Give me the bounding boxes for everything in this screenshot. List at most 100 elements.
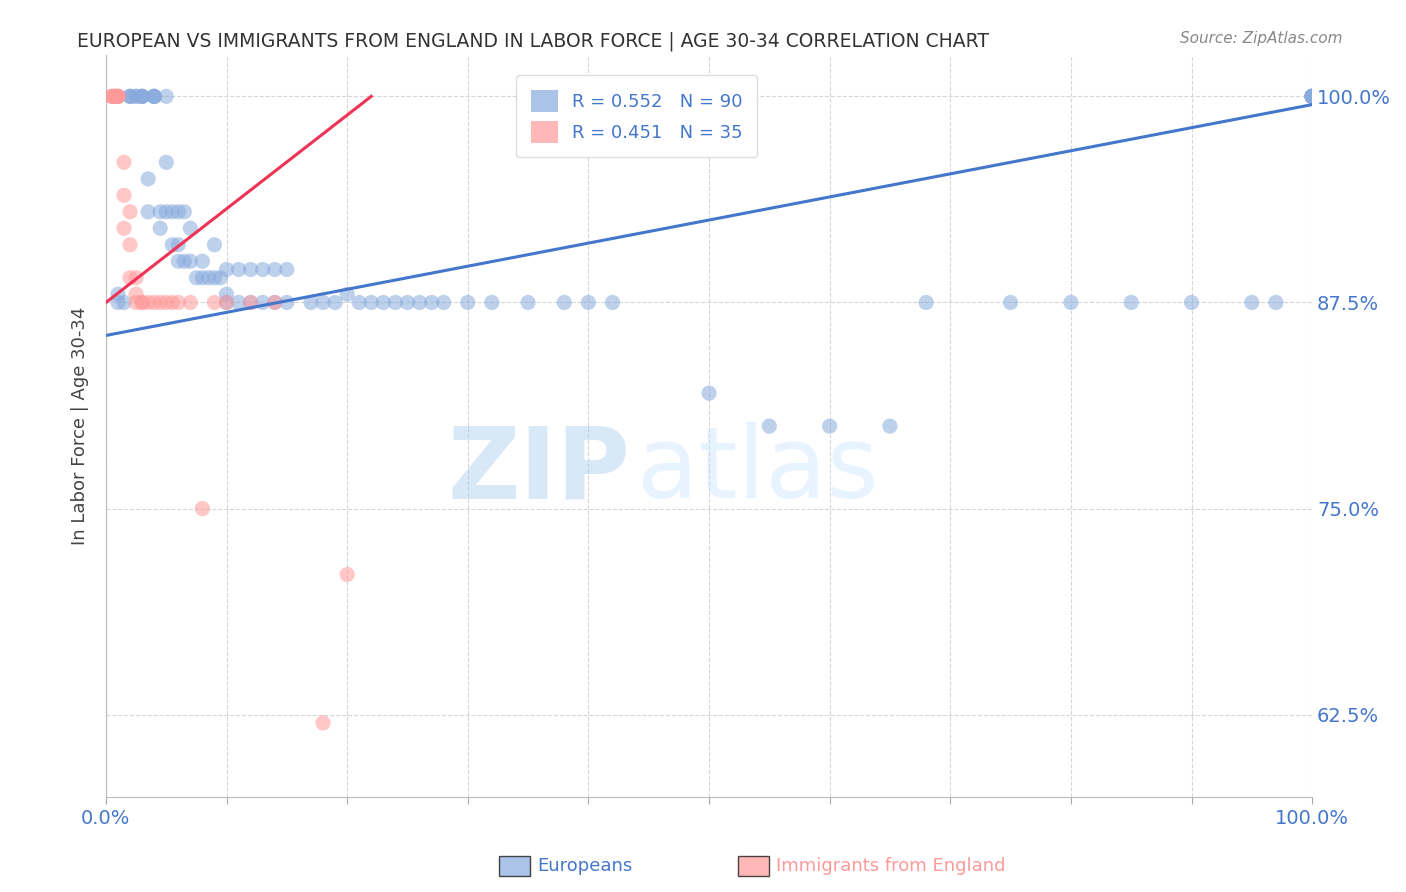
Point bbox=[107, 89, 129, 103]
Point bbox=[107, 287, 129, 301]
Point bbox=[215, 295, 238, 310]
Point bbox=[1301, 89, 1323, 103]
Point bbox=[323, 295, 346, 310]
Point bbox=[179, 254, 201, 268]
Point bbox=[1000, 295, 1022, 310]
Point bbox=[228, 262, 250, 277]
Point bbox=[118, 237, 141, 252]
Point bbox=[602, 295, 624, 310]
Point bbox=[107, 89, 129, 103]
Point bbox=[125, 89, 148, 103]
Point bbox=[131, 89, 153, 103]
Point bbox=[239, 295, 262, 310]
Point bbox=[173, 204, 195, 219]
Point bbox=[336, 287, 359, 301]
Point bbox=[191, 270, 214, 285]
Point bbox=[252, 262, 274, 277]
Point bbox=[457, 295, 479, 310]
Point bbox=[173, 254, 195, 268]
Point bbox=[112, 295, 135, 310]
Point bbox=[204, 237, 226, 252]
Point bbox=[204, 295, 226, 310]
Point bbox=[125, 295, 148, 310]
Text: Source: ZipAtlas.com: Source: ZipAtlas.com bbox=[1180, 31, 1343, 46]
Point bbox=[879, 419, 901, 434]
Point bbox=[125, 89, 148, 103]
Point bbox=[101, 89, 124, 103]
Point bbox=[360, 295, 382, 310]
Point bbox=[131, 295, 153, 310]
Point bbox=[155, 204, 177, 219]
Point bbox=[263, 295, 285, 310]
Point bbox=[517, 295, 540, 310]
Point bbox=[1301, 89, 1323, 103]
Point bbox=[191, 501, 214, 516]
Point bbox=[1060, 295, 1083, 310]
Point bbox=[155, 89, 177, 103]
Point bbox=[162, 204, 184, 219]
Point bbox=[167, 295, 190, 310]
Point bbox=[118, 270, 141, 285]
Point bbox=[1301, 89, 1323, 103]
Point bbox=[155, 155, 177, 169]
Point bbox=[204, 270, 226, 285]
Point bbox=[167, 204, 190, 219]
Point bbox=[758, 419, 780, 434]
Point bbox=[101, 89, 124, 103]
Point bbox=[104, 89, 127, 103]
Point bbox=[179, 221, 201, 235]
Point bbox=[1301, 89, 1323, 103]
Point bbox=[384, 295, 406, 310]
Point bbox=[1301, 89, 1323, 103]
Text: Immigrants from England: Immigrants from England bbox=[776, 857, 1005, 875]
Point bbox=[239, 262, 262, 277]
Point bbox=[276, 262, 298, 277]
Point bbox=[209, 270, 232, 285]
Point bbox=[131, 89, 153, 103]
Point bbox=[396, 295, 419, 310]
Point bbox=[118, 89, 141, 103]
Point bbox=[112, 155, 135, 169]
Point bbox=[312, 715, 335, 730]
Point bbox=[131, 89, 153, 103]
Point bbox=[263, 262, 285, 277]
Point bbox=[162, 295, 184, 310]
Point bbox=[143, 89, 166, 103]
Point bbox=[112, 188, 135, 202]
Point bbox=[336, 567, 359, 582]
Point bbox=[131, 295, 153, 310]
Point bbox=[112, 221, 135, 235]
Point bbox=[162, 237, 184, 252]
Point bbox=[1301, 89, 1323, 103]
Point bbox=[215, 295, 238, 310]
Point bbox=[433, 295, 456, 310]
Point bbox=[215, 287, 238, 301]
Point bbox=[143, 89, 166, 103]
Point bbox=[1265, 295, 1288, 310]
Point bbox=[107, 89, 129, 103]
Point bbox=[149, 221, 172, 235]
Point bbox=[107, 295, 129, 310]
Point bbox=[125, 270, 148, 285]
Point bbox=[155, 295, 177, 310]
Point bbox=[276, 295, 298, 310]
Point bbox=[197, 270, 219, 285]
Point bbox=[1180, 295, 1202, 310]
Point bbox=[239, 295, 262, 310]
Point bbox=[252, 295, 274, 310]
Point bbox=[697, 386, 720, 401]
Text: ZIP: ZIP bbox=[447, 422, 631, 519]
Point bbox=[915, 295, 938, 310]
Point bbox=[299, 295, 322, 310]
Point bbox=[167, 237, 190, 252]
Point bbox=[104, 89, 127, 103]
Point bbox=[1301, 89, 1323, 103]
Point bbox=[576, 295, 599, 310]
Text: Europeans: Europeans bbox=[537, 857, 633, 875]
Point bbox=[481, 295, 503, 310]
Point bbox=[136, 171, 159, 186]
Legend: R = 0.552   N = 90, R = 0.451   N = 35: R = 0.552 N = 90, R = 0.451 N = 35 bbox=[516, 75, 758, 157]
Point bbox=[818, 419, 841, 434]
Point bbox=[136, 295, 159, 310]
Point bbox=[1121, 295, 1143, 310]
